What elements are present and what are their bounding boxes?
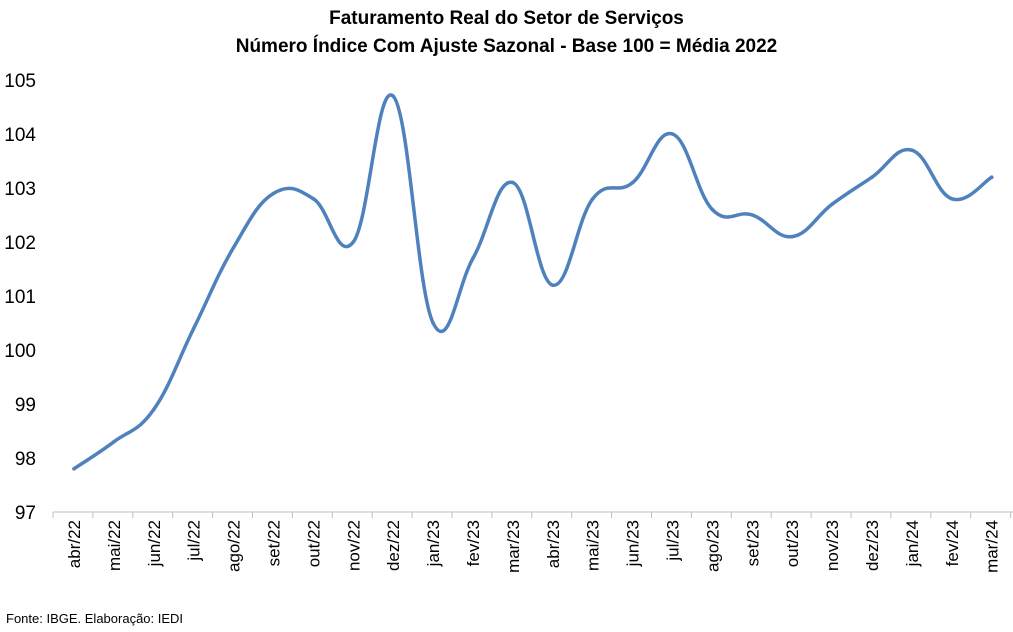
- x-axis-tick-marks: [52, 512, 1012, 518]
- data-point: [191, 326, 196, 331]
- y-tick-label: 104: [4, 125, 36, 146]
- x-tick-label: abr/22: [65, 520, 84, 568]
- data-point: [511, 180, 515, 185]
- x-tick-label: abr/23: [544, 520, 563, 568]
- x-tick-label: dez/22: [384, 520, 403, 571]
- data-point: [72, 467, 76, 471]
- x-tick-label: nov/22: [344, 520, 363, 571]
- data-point: [670, 132, 675, 136]
- data-point: [750, 213, 755, 217]
- x-axis-labels: abr/22 mai/22 jun/22 jul/22 ago/22 set/22 out/…: [65, 520, 1002, 573]
- y-tick-label: 99: [15, 395, 36, 416]
- y-tick-label: 101: [4, 287, 36, 308]
- data-point: [152, 407, 156, 412]
- data-point: [910, 148, 914, 152]
- x-tick-label: out/22: [304, 520, 323, 567]
- data-point: [830, 202, 834, 206]
- data-point: [471, 256, 475, 261]
- y-tick-label: 105: [4, 71, 36, 92]
- data-point: [351, 240, 356, 244]
- x-tick-label: mar/23: [504, 520, 523, 573]
- x-tick-label: jun/22: [145, 520, 164, 567]
- data-point: [271, 191, 276, 196]
- data-point: [112, 440, 116, 444]
- x-tick-label: ago/23: [703, 520, 722, 572]
- data-point: [431, 321, 435, 325]
- data-point: [870, 175, 874, 179]
- x-tick-label: fev/23: [464, 520, 483, 566]
- data-point: [630, 180, 635, 185]
- x-tick-label: mai/23: [584, 520, 603, 571]
- data-point: [989, 175, 994, 179]
- chart-subtitle: Número Índice Com Ajuste Sazonal - Base …: [235, 36, 778, 57]
- x-tick-label: set/23: [743, 520, 762, 566]
- x-tick-label: ago/22: [225, 520, 244, 572]
- data-points: [72, 94, 994, 471]
- data-point: [311, 197, 316, 201]
- x-tick-label: dez/23: [863, 520, 882, 571]
- data-point: [231, 245, 236, 250]
- y-tick-label: 97: [15, 503, 36, 524]
- x-tick-label: out/23: [783, 520, 802, 567]
- data-point: [551, 283, 555, 288]
- data-point: [950, 197, 954, 201]
- data-point: [790, 234, 794, 239]
- x-tick-label: fev/24: [943, 520, 962, 566]
- x-tick-label: jul/22: [185, 520, 204, 562]
- x-tick-label: jul/23: [664, 520, 683, 562]
- y-tick-label: 103: [4, 179, 36, 200]
- series-line: [72, 93, 994, 471]
- source-note: Fonte: IBGE. Elaboração: IEDI: [6, 611, 184, 626]
- data-point: [391, 94, 396, 98]
- x-tick-label: mai/22: [105, 520, 124, 571]
- y-tick-label: 102: [4, 233, 36, 254]
- x-tick-label: jan/23: [424, 520, 443, 567]
- y-tick-label: 98: [15, 449, 36, 470]
- x-tick-label: nov/23: [823, 520, 842, 571]
- x-tick-label: jan/24: [903, 520, 922, 567]
- chart-title: Faturamento Real do Setor de Serviços: [329, 8, 684, 29]
- y-axis-ticks: 97 98 99 100 101 102 103 104 105: [4, 71, 36, 524]
- x-tick-label: mar/24: [983, 520, 1002, 573]
- y-tick-label: 100: [4, 341, 36, 362]
- data-point: [710, 207, 715, 212]
- x-tick-label: jun/23: [624, 520, 643, 567]
- data-point: [590, 197, 595, 201]
- x-tick-label: set/22: [265, 520, 284, 566]
